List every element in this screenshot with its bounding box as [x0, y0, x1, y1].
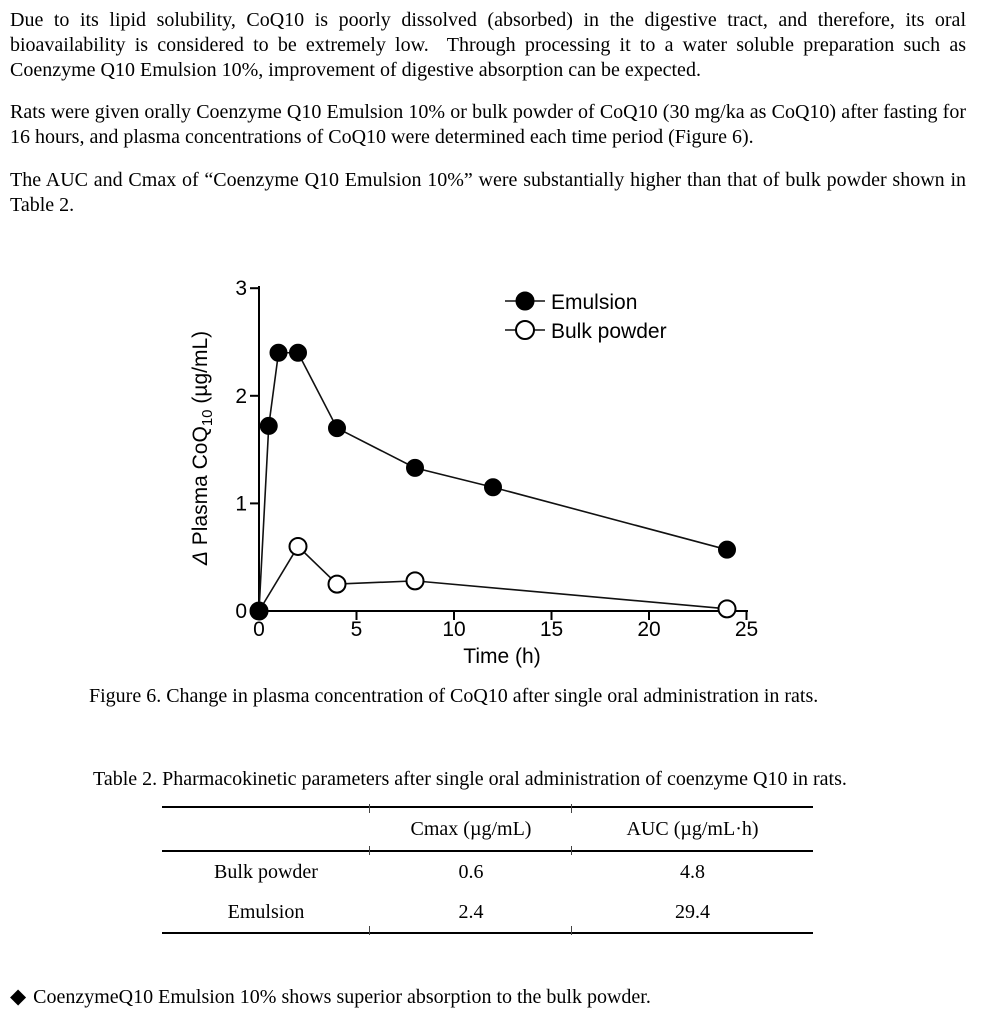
y-axis-label: Δ Plasma CoQ10 (µg/mL) — [189, 331, 216, 566]
figure-caption: Figure 6. Change in plasma concentration… — [89, 685, 819, 707]
column-divider-tick — [369, 926, 370, 935]
table-row-bulk-powder: Bulk powder 0.6 4.8 — [162, 852, 813, 892]
x-axis-label: Time (h) — [463, 645, 540, 668]
table-caption: Table 2. Pharmacokinetic parameters afte… — [93, 768, 847, 790]
series-line-emulsion — [258, 351, 728, 612]
table-row-emulsion: Emulsion 2.4 29.4 — [162, 892, 813, 932]
data-point-emulsion — [289, 343, 307, 362]
auc-value: 4.8 — [680, 860, 705, 883]
cmax-value: 0.6 — [458, 860, 484, 883]
legend-label-bulk-powder: Bulk powder — [551, 320, 667, 343]
table-header-cmax: Cmax (µg/mL) — [410, 817, 532, 840]
data-point-bulk-powder — [405, 571, 425, 591]
y-tick-label: 2 — [235, 385, 247, 408]
cmax-value: 2.4 — [458, 900, 484, 923]
table2: Cmax (µg/mL) AUC (µg/mL·h) Bulk powder 0… — [162, 804, 813, 935]
figure6-chart: 0 5 10 15 20 25 0 1 2 3 Time (h) Δ Plasma CoQ10 (µg… — [189, 277, 758, 668]
table-header-row: Cmax (µg/mL) AUC (µg/mL·h) — [162, 808, 813, 852]
data-point-bulk-powder — [288, 536, 308, 556]
table-header-auc: AUC (µg/mL·h) — [626, 817, 759, 840]
paragraph-rat-study: Rats were given orally Coenzyme Q10 Emul… — [10, 101, 966, 148]
row-label: Bulk powder — [214, 860, 318, 883]
data-point-bulk-powder — [717, 599, 737, 619]
x-tick-label: 0 — [253, 618, 265, 641]
data-point-emulsion — [406, 458, 424, 477]
data-point-emulsion — [718, 540, 736, 559]
row-label: Emulsion — [227, 900, 305, 923]
column-divider-tick — [369, 804, 370, 813]
column-divider-tick — [571, 846, 572, 855]
data-point-emulsion — [259, 416, 278, 435]
legend-marker-emulsion — [515, 291, 535, 311]
y-tick-label: 1 — [235, 492, 247, 515]
conclusion-text: CoenzymeQ10 Emulsion 10% shows superior … — [33, 986, 651, 1008]
paragraph-auc-cmax: The AUC and Cmax of “Coenzyme Q10 Emulsi… — [10, 169, 966, 216]
legend-marker-bulk-powder — [515, 320, 535, 340]
x-tick-label: 20 — [637, 618, 660, 641]
y-tick-label: 0 — [235, 600, 247, 623]
data-point-emulsion — [269, 343, 288, 362]
diamond-bullet-icon: ◆ — [10, 984, 27, 1008]
data-point-emulsion — [484, 478, 502, 497]
column-divider-tick — [571, 804, 572, 813]
y-tick-label: 3 — [235, 277, 247, 300]
auc-value: 29.4 — [675, 900, 710, 923]
x-tick-label: 10 — [442, 618, 465, 641]
legend-label-emulsion: Emulsion — [551, 291, 637, 314]
data-point-emulsion — [328, 419, 346, 438]
column-divider-tick — [571, 926, 572, 935]
x-tick-label: 25 — [735, 618, 758, 641]
data-point-emulsion — [250, 602, 268, 620]
column-divider-tick — [369, 846, 370, 855]
x-tick-label: 5 — [351, 618, 363, 641]
paragraph-lipid-solubility: Due to its lipid solubility, CoQ10 is po… — [10, 9, 966, 81]
x-tick-label: 15 — [540, 618, 563, 641]
data-point-bulk-powder — [327, 574, 347, 594]
conclusion-line: ◆ CoenzymeQ10 Emulsion 10% shows superior… — [10, 984, 651, 1010]
